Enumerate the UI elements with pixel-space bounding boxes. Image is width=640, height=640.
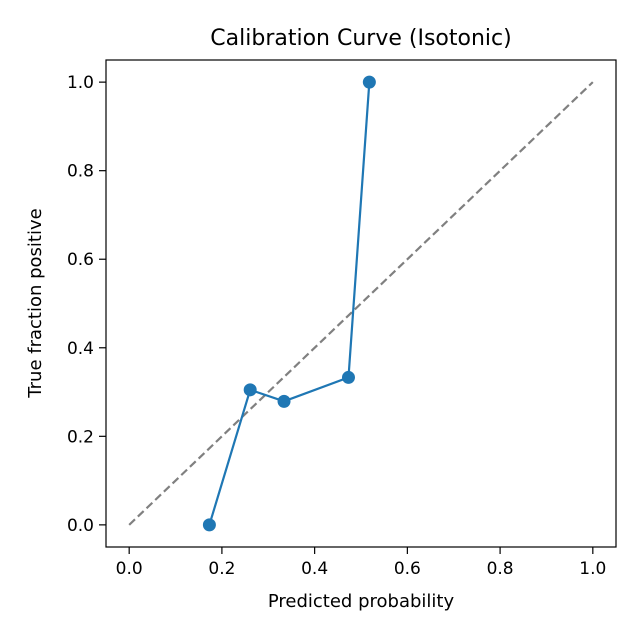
x-tick-label: 0.6: [394, 559, 421, 579]
data-point: [277, 394, 291, 408]
reference-diagonal-line: [128, 81, 594, 526]
y-tick-label: 0.6: [67, 250, 94, 270]
chart-title: Calibration Curve (Isotonic): [210, 26, 511, 51]
y-tick-label: 0.8: [67, 162, 94, 182]
data-point: [362, 75, 376, 89]
data-point: [202, 518, 216, 532]
y-tick-label: 0.2: [67, 427, 94, 447]
y-axis-label: True fraction positive: [25, 208, 46, 398]
data-point: [341, 370, 355, 384]
y-tick-label: 1.0: [67, 73, 94, 93]
plot-area: 0.0 0.2 0.4 0.6 0.8 1.0 0.0 0.2 0.4 0.6 0.8 1.0: [67, 59, 617, 579]
x-tick-label: 0.4: [301, 559, 328, 579]
x-tick-label: 0.0: [116, 559, 143, 579]
x-tick-label: 1.0: [579, 559, 606, 579]
y-tick-label: 0.0: [67, 516, 94, 536]
data-point: [243, 383, 257, 397]
x-tick-label: 0.8: [487, 559, 514, 579]
x-axis-label: Predicted probability: [268, 591, 455, 612]
plot-frame: [105, 59, 617, 548]
y-tick-label: 0.4: [67, 339, 94, 359]
x-tick-label: 0.2: [208, 559, 235, 579]
